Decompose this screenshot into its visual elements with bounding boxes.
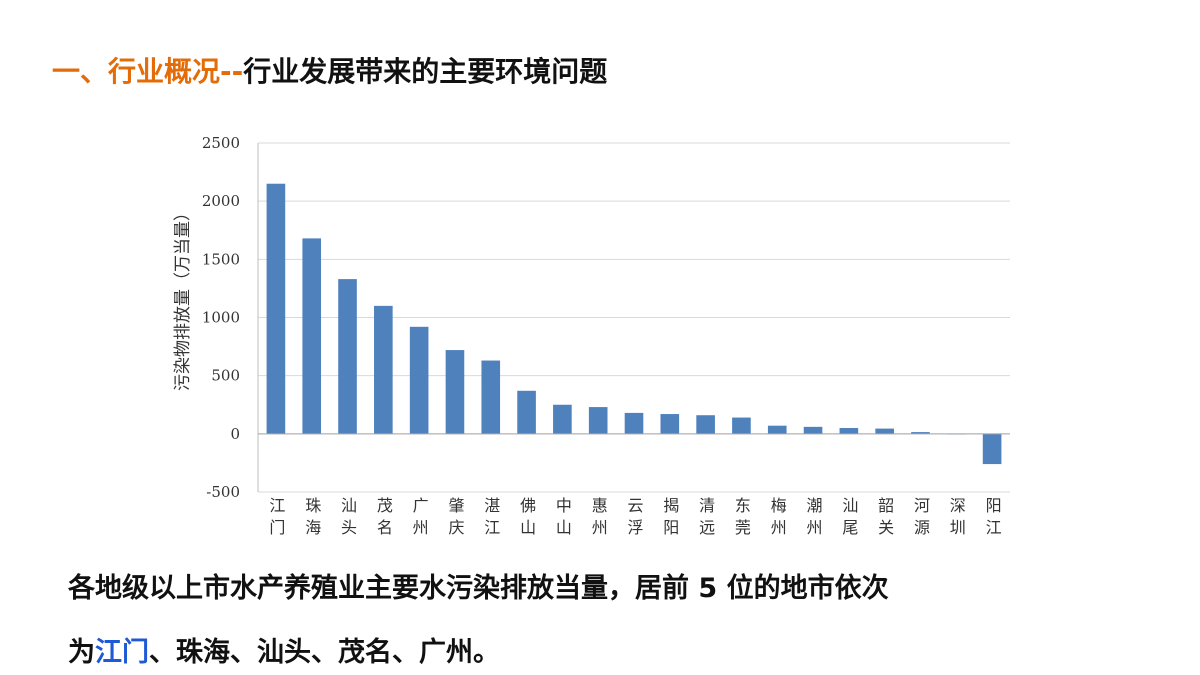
bar — [839, 428, 859, 434]
x-tick-label: 深圳 — [947, 497, 966, 541]
x-tick-label: 佛山 — [517, 497, 536, 541]
y-tick-label: 2000 — [202, 192, 240, 210]
bar — [374, 305, 393, 434]
slide-title: 一、行业概况--行业发展带来的主要环境问题 — [52, 50, 607, 90]
bar — [732, 417, 751, 434]
x-tick-label: 惠州 — [589, 497, 608, 541]
x-tick-label: 阳江 — [983, 497, 1002, 541]
x-tick-label: 梅州 — [768, 497, 787, 541]
y-tick-label: 1500 — [202, 250, 240, 268]
bar — [767, 425, 787, 434]
bar — [445, 350, 465, 434]
y-tick-label: 1000 — [202, 309, 240, 327]
x-tick-label: 汕尾 — [839, 497, 858, 541]
y-axis-label: 污染物排放量（万当量） — [173, 204, 193, 391]
highlight: 江门 — [95, 637, 149, 668]
body-text: 、珠海、汕头、茂名、广州。 — [149, 637, 500, 668]
x-tick-label: 肇庆 — [445, 497, 464, 541]
bar — [696, 415, 715, 434]
y-tick-label: 500 — [211, 367, 240, 385]
x-tick-label: 江门 — [266, 497, 285, 541]
bar — [660, 414, 680, 434]
bar — [338, 279, 357, 434]
bar — [982, 433, 1002, 465]
x-tick-label: 河源 — [911, 497, 930, 541]
bar — [875, 428, 894, 434]
x-tick-label: 清远 — [696, 497, 715, 541]
x-tick-label: 广州 — [410, 497, 429, 541]
bar — [266, 183, 286, 434]
body-text: 为 — [68, 637, 95, 668]
bar — [409, 326, 429, 434]
x-tick-label: 汕头 — [338, 497, 357, 541]
bar — [517, 390, 536, 434]
bar — [911, 432, 930, 434]
y-tick-label: 0 — [230, 425, 240, 443]
x-tick-label: 珠海 — [302, 497, 321, 541]
bar — [302, 238, 322, 434]
x-tick-label: 韶关 — [875, 497, 894, 541]
x-tick-label: 潮州 — [804, 497, 823, 541]
y-tick-label: -500 — [206, 483, 240, 501]
x-tick-label: 云浮 — [625, 497, 644, 541]
x-tick-label: 东莞 — [732, 497, 751, 541]
bar — [624, 412, 644, 434]
x-tick-label: 湛江 — [481, 497, 500, 541]
body-line: 各地级以上市水产养殖业主要水污染排放当量，居前 5 位的地市依次 — [68, 573, 889, 604]
bar — [481, 360, 501, 434]
bar — [588, 407, 608, 434]
body-line: 为江门、珠海、汕头、茂名、广州。 — [68, 630, 500, 669]
x-tick-label: 揭阳 — [660, 497, 679, 541]
y-tick-label: 2500 — [202, 134, 240, 152]
bar — [803, 426, 823, 434]
title-prefix: 一、行业概况-- — [52, 55, 244, 88]
title-text: 行业发展带来的主要环境问题 — [243, 55, 608, 88]
bar — [553, 404, 572, 434]
x-tick-label: 茂名 — [374, 497, 393, 541]
x-tick-label: 中山 — [553, 497, 572, 541]
